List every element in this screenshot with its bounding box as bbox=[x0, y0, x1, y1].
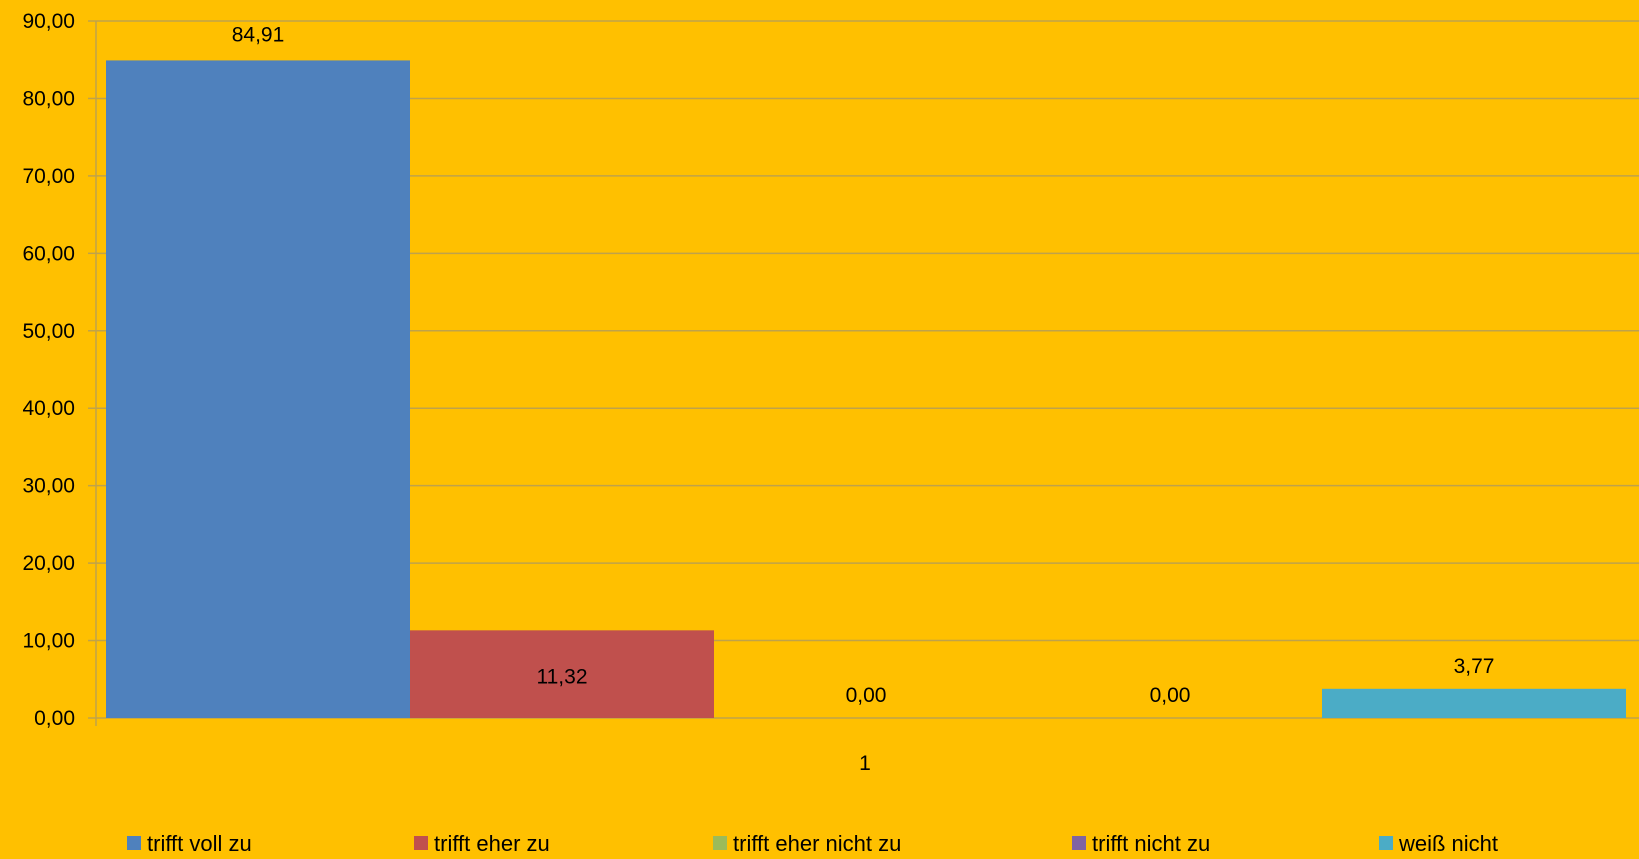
y-tick-label: 90,00 bbox=[22, 10, 75, 33]
axes: 0,0010,0020,0030,0040,0050,0060,0070,008… bbox=[22, 10, 1639, 775]
legend-label: trifft voll zu bbox=[147, 831, 252, 856]
y-tick-label: 80,00 bbox=[22, 87, 75, 110]
legend: trifft voll zu trifft eher zu trifft eher … bbox=[127, 831, 1498, 856]
data-labels: 84,91 11,32 0,00 0,00 3,77 bbox=[232, 23, 1495, 707]
data-label: 11,32 bbox=[537, 665, 588, 688]
bar-1 bbox=[106, 60, 410, 718]
y-tick-label: 0,00 bbox=[34, 707, 75, 730]
data-label: 84,91 bbox=[232, 23, 285, 46]
bar-2 bbox=[410, 630, 714, 718]
y-tick-label: 40,00 bbox=[22, 397, 75, 420]
y-tick-label: 20,00 bbox=[22, 552, 75, 575]
y-tick-label: 30,00 bbox=[22, 475, 75, 498]
legend-swatch bbox=[1072, 836, 1086, 850]
data-label: 0,00 bbox=[846, 684, 887, 707]
legend-label: trifft nicht zu bbox=[1092, 831, 1210, 856]
legend-swatch bbox=[713, 836, 727, 850]
legend-label: trifft eher zu bbox=[434, 831, 550, 856]
bar-5 bbox=[1322, 688, 1626, 718]
legend-label: weiß nicht bbox=[1398, 831, 1498, 856]
legend-label: trifft eher nicht zu bbox=[733, 831, 901, 856]
y-tick-label: 50,00 bbox=[22, 320, 75, 343]
data-label: 3,77 bbox=[1454, 655, 1495, 678]
y-tick-label: 70,00 bbox=[22, 165, 75, 188]
legend-swatch bbox=[127, 836, 141, 850]
legend-swatch bbox=[414, 836, 428, 850]
bars bbox=[106, 60, 1626, 718]
data-label: 0,00 bbox=[1150, 684, 1191, 707]
legend-swatch bbox=[1379, 836, 1393, 850]
x-category-label: 1 bbox=[859, 752, 871, 775]
y-tick-label: 60,00 bbox=[22, 242, 75, 265]
y-tick-label: 10,00 bbox=[22, 630, 75, 653]
